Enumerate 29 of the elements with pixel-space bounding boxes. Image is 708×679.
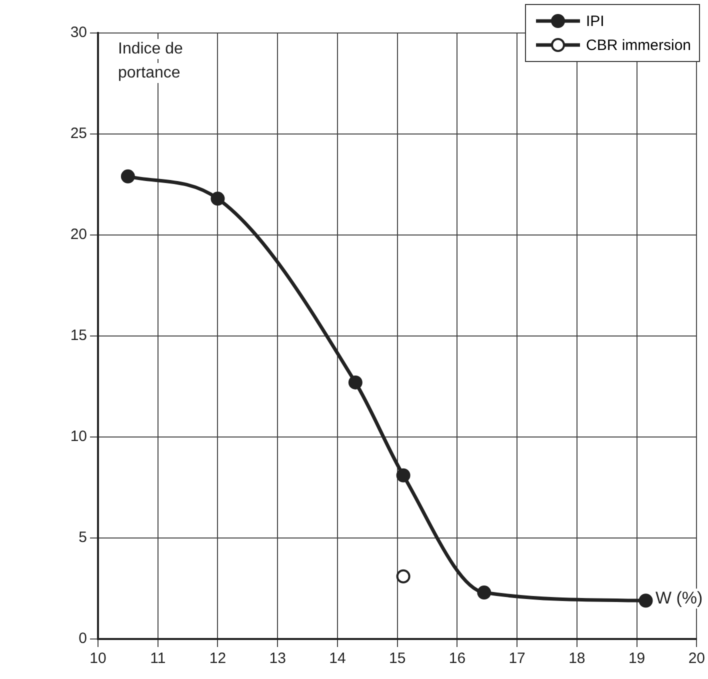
y-tick-label: 30	[70, 24, 87, 42]
x-tick-label: 20	[688, 650, 705, 668]
x-tick-label: 18	[568, 650, 586, 668]
x-tick-label: 16	[448, 650, 466, 668]
x-tick-label: 14	[329, 650, 346, 668]
x-tick-label: 17	[508, 650, 526, 668]
point	[477, 586, 492, 600]
y-tick-label: 10	[70, 428, 87, 446]
x-tick-label: 11	[150, 650, 166, 668]
x-tick-label: 12	[209, 650, 226, 668]
point	[638, 594, 653, 608]
point	[348, 375, 362, 390]
x-axis-title: W (%)	[655, 588, 703, 608]
y-tick-label: 15	[70, 327, 87, 344]
legend-label: CBR immersion	[586, 36, 691, 54]
point	[120, 169, 135, 184]
point	[396, 468, 410, 482]
x-tick-label: 19	[628, 650, 646, 668]
x-tick-label: 13	[269, 650, 286, 668]
point	[210, 192, 225, 206]
x-tick-label: 10	[90, 650, 106, 668]
y-tick-label: 25	[70, 125, 87, 142]
y-tick-label: 20	[70, 226, 87, 244]
y-axis-title: Indice de portance	[118, 40, 184, 82]
legend-label: IPI	[586, 12, 604, 30]
point	[396, 569, 410, 584]
y-tick-label: 0	[78, 630, 87, 648]
x-tick-label: 15	[388, 650, 406, 668]
y-tick-label: 5	[78, 529, 87, 546]
